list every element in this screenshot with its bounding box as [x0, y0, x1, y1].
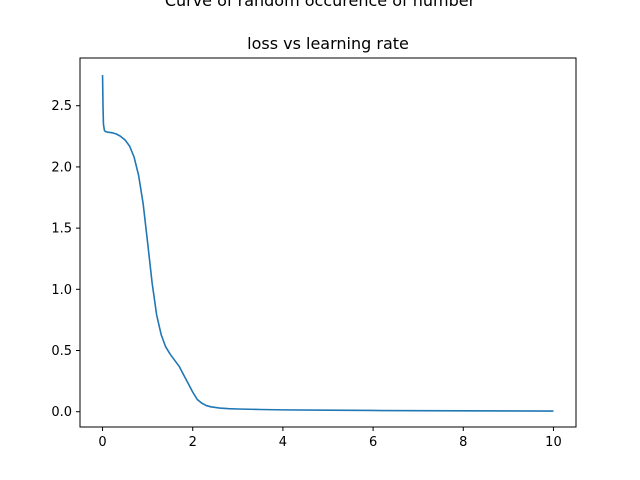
y-tick-label: 2.0 [51, 160, 72, 175]
x-tick-label: 10 [545, 435, 562, 450]
y-tick-label: 2.5 [51, 99, 72, 114]
y-tick-label: 1.0 [51, 283, 72, 298]
series-line-0 [101, 75, 554, 412]
x-tick-label: 6 [369, 435, 377, 450]
plot-area: 0 2 4 6 8 10 0.0 0.5 1.0 1.5 2.0 2.5 [51, 57, 577, 450]
y-tick-label: 0.0 [51, 405, 72, 420]
x-tick-label: 2 [189, 435, 197, 450]
y-tick-label: 1.5 [51, 222, 72, 237]
x-tick-label: 4 [279, 435, 287, 450]
x-tick-label: 8 [459, 435, 467, 450]
chart-title: loss vs learning rate [247, 34, 409, 53]
y-tick-label: 0.5 [51, 344, 72, 359]
chart-suptitle: Curve of random occurence of number [165, 0, 476, 10]
axes-frame [79, 57, 577, 428]
x-tick-label: 0 [98, 435, 106, 450]
